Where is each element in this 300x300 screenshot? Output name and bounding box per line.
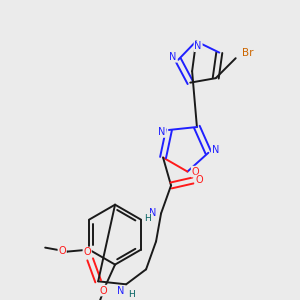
Text: O: O xyxy=(83,248,91,257)
Text: H: H xyxy=(144,214,151,223)
Text: N: N xyxy=(212,145,219,155)
Text: N: N xyxy=(158,127,166,137)
Text: N: N xyxy=(149,208,157,218)
Text: O: O xyxy=(99,286,107,296)
Text: H: H xyxy=(128,290,134,299)
Text: O: O xyxy=(58,246,66,256)
Text: N: N xyxy=(117,286,125,296)
Text: N: N xyxy=(194,41,202,51)
Text: Br: Br xyxy=(242,48,254,58)
Text: O: O xyxy=(192,167,199,177)
Text: O: O xyxy=(195,176,203,185)
Text: N: N xyxy=(169,52,177,62)
